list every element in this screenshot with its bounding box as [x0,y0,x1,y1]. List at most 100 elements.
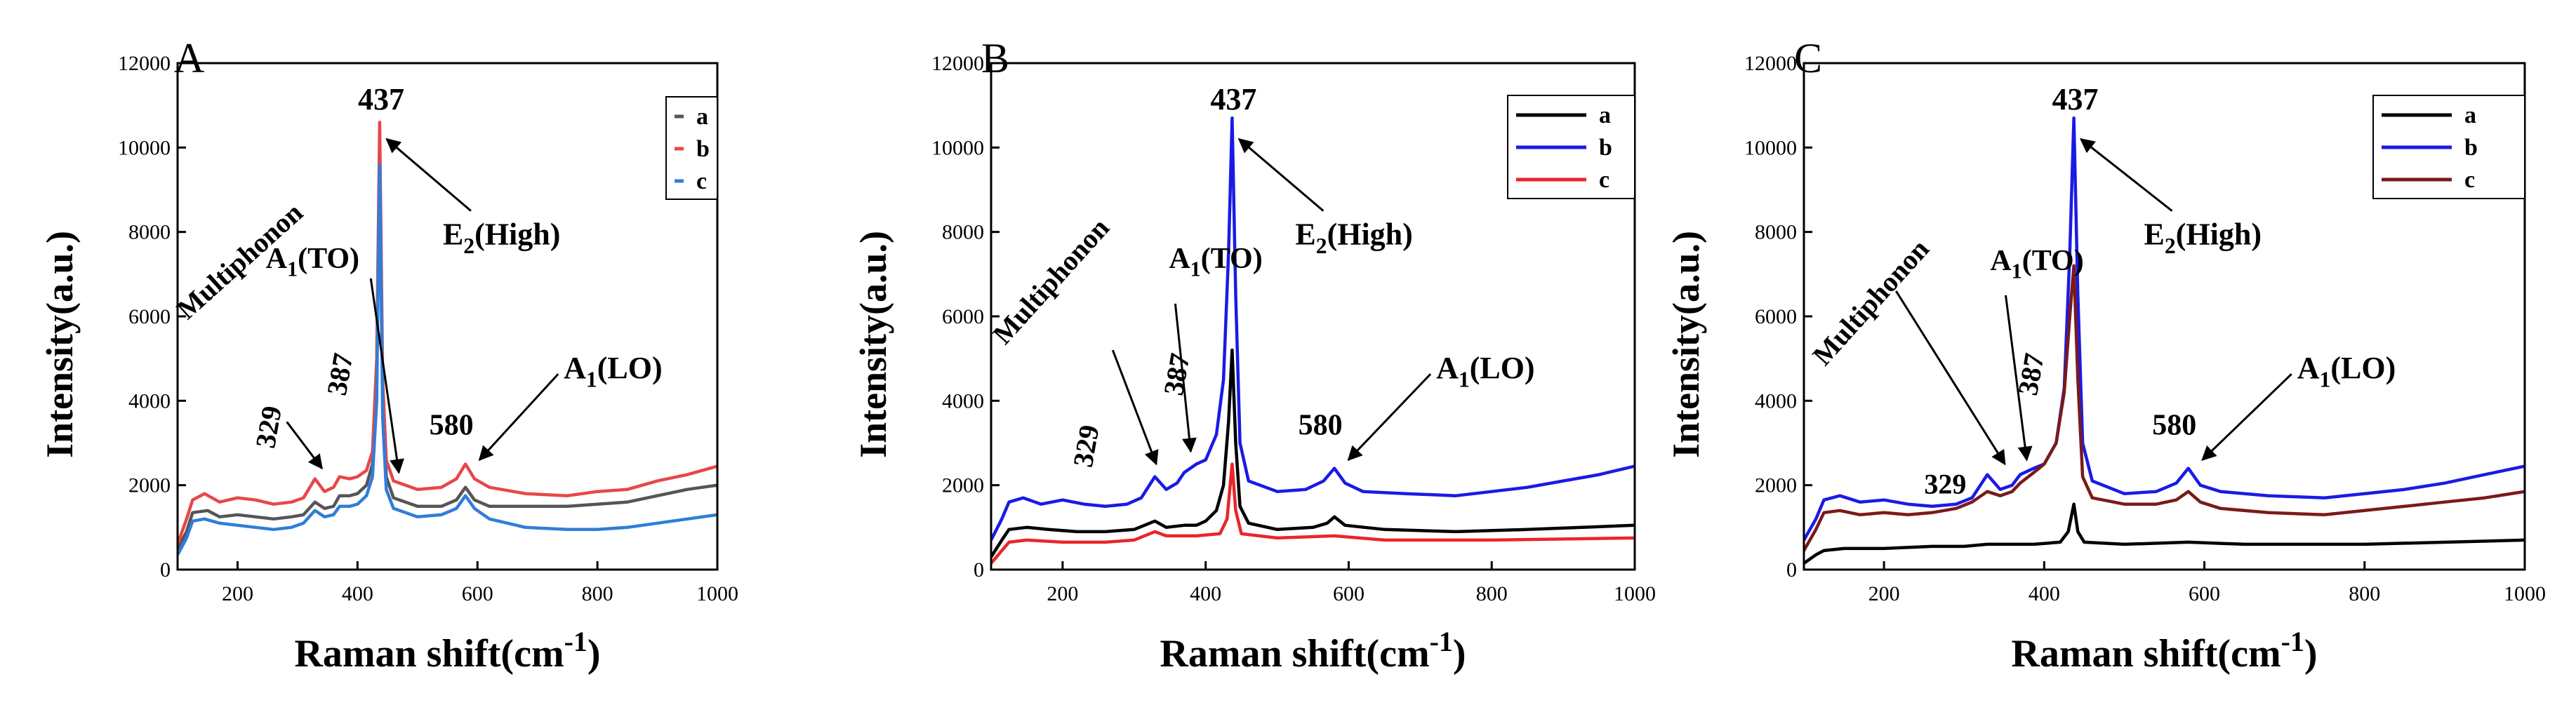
label-e2-high-rest: (High) [2176,217,2262,252]
y-tick-label: 12000 [118,52,171,75]
x-axis-title-sup: -1 [2281,626,2304,657]
label-a1-lo-rest: (LO) [1470,351,1535,385]
y-tick-label: 10000 [931,136,984,159]
legend-label-b: b [2464,135,2478,161]
label-e2-high-main: E [2144,217,2165,252]
label-e2-high: E2(High) [2144,217,2262,258]
legend-label-b: b [696,136,710,162]
label-a1-to-sub: 1 [287,257,298,281]
arrow-e2-high [1237,137,1324,212]
peak-label-329: 329 [249,403,288,450]
arrow-a1-to [2005,295,2033,462]
y-tick-label: 10000 [1744,136,1797,159]
panel-b: 200 400 600 800 1000020004000600080001000012… [852,35,1656,676]
peak-label-329: 329 [1067,422,1106,469]
y-tick-label: 2000 [128,474,171,497]
legend-label-a: a [696,104,708,130]
series-group [1804,116,2525,565]
label-a1-to: A1(TO) [1990,245,2083,283]
label-a1-lo-rest: (LO) [2330,351,2396,385]
label-e2-high-sub: 2 [1316,234,1327,258]
x-axis-title: Raman shift(cm-1) [1160,626,1466,676]
label-a1-lo-sub: 1 [2320,368,2331,392]
y-tick-label: 6000 [1755,305,1797,328]
peak-label-580: 580 [2152,409,2196,441]
legend-label-c: c [2464,167,2475,193]
series-line-c [1804,264,2525,552]
y-tick-label: 6000 [128,305,171,328]
annotations: 437E2(High)580A1(LO)Multiphonon329A1(TO)… [1806,82,2396,500]
legend-label-c: c [696,168,707,194]
arrow-a1-to [1174,303,1197,453]
legend-label-a: a [2464,102,2476,128]
label-e2-high-rest: (High) [1327,217,1413,252]
label-e2-high-main: E [1295,217,1315,252]
legend: abc [2372,95,2525,199]
label-a1-lo-rest: (LO) [597,351,663,385]
label-a1-lo-sub: 1 [586,368,597,392]
arrow-a1-lo [2201,373,2292,462]
label-e2-high: E2(High) [1295,217,1412,258]
y-tick-label: 10000 [118,136,171,159]
label-a1-to-sub: 1 [2012,260,2022,283]
y-tick-label: 2000 [942,474,984,497]
annotations: 437E2(High)580A1(LO)Multiphonon329A1(TO)… [986,82,1534,469]
arrow-329 [1895,290,2006,466]
arrow-329 [286,421,323,470]
x-tick-label: 600 [2189,582,2220,605]
label-a1-to-rest: (TO) [2022,245,2084,277]
arrow-329 [1111,349,1159,466]
panel-letter: A [174,35,204,81]
y-tick-label: 8000 [128,221,171,244]
series-line-b [1804,116,2525,542]
label-a1-lo: A1(LO) [2297,351,2396,391]
legend: abc [665,96,718,200]
label-e2-high: E2(High) [443,217,560,258]
label-a1-lo: A1(LO) [564,351,663,391]
panel-letter: C [1794,35,1822,81]
x-axis-title-main: Raman shift(cm [294,632,564,676]
label-e2-high-rest: (High) [474,217,560,252]
peak-label-580: 580 [1299,409,1343,441]
label-a1-lo-main: A [2297,351,2320,385]
x-tick-label: 1000 [2504,582,2546,605]
legend-label-c: c [1599,167,1609,193]
series-line-a [991,348,1635,558]
label-a1-lo: A1(LO) [1436,351,1535,391]
legend-label-a: a [1599,102,1611,128]
series-line-a [1804,502,2525,565]
x-axis-title-main: Raman shift(cm [2011,632,2280,676]
y-tick-label: 4000 [1755,389,1797,412]
label-e2-high-main: E [443,217,463,252]
panel-c: 200 400 600 800 1000020004000600080001000012… [1665,35,2546,676]
peak-label-437: 437 [358,82,404,116]
label-a1-to: A1(TO) [266,243,359,281]
x-tick-label: 800 [582,582,613,605]
x-tick-label: 200 [222,582,253,605]
series-line-b [178,120,717,545]
arrow-a1-lo [478,373,559,462]
x-tick-label: 600 [462,582,493,605]
x-tick-label: 400 [342,582,373,605]
x-tick-label: 1000 [696,582,738,605]
label-a1-lo-main: A [1436,351,1459,385]
arrow-a1-lo [1347,373,1432,462]
peak-label-387: 387 [321,351,359,398]
y-tick-label: 8000 [942,221,984,244]
label-a1-to-rest: (TO) [298,243,359,275]
y-axis-title: Intensity(a.u.) [1665,231,1707,458]
x-tick-label: 400 [2029,582,2060,605]
label-a1-lo-main: A [564,351,586,385]
plot-frame [176,62,719,571]
x-tick-label: 200 [1047,582,1078,605]
x-tick-label: 800 [1476,582,1508,605]
series-line-b [991,116,1635,541]
y-tick-label: 8000 [1755,221,1797,244]
y-axis-title: Intensity(a.u.) [39,231,81,458]
panel-letter: B [981,35,1009,81]
label-multiphonon: Multiphonon [986,212,1115,350]
legend-box [665,96,718,200]
label-a1-to-main: A [1990,245,2012,277]
x-tick-label: 400 [1190,582,1221,605]
